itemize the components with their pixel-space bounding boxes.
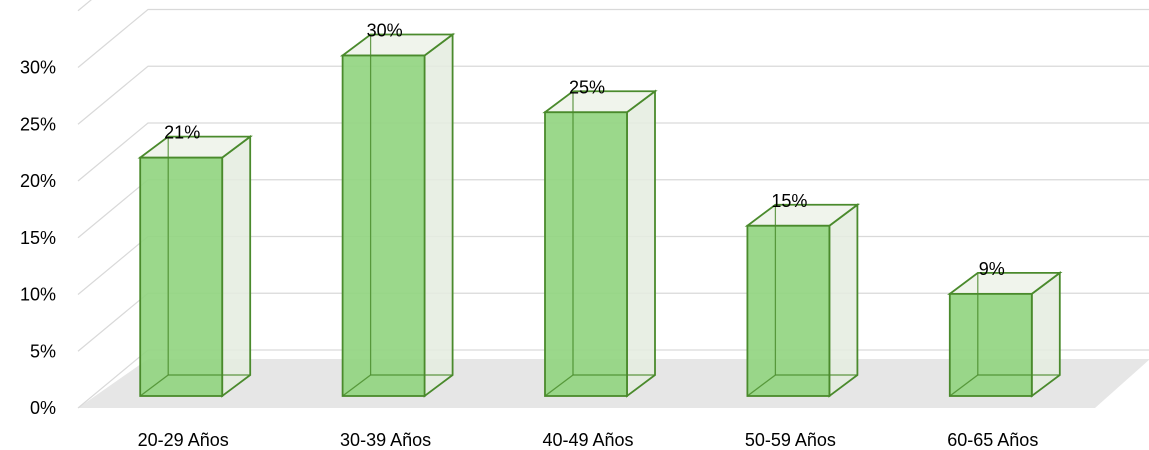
x-tick-label: 20-29 Años bbox=[138, 430, 229, 450]
gridline bbox=[77, 8, 1149, 68]
bar-front-face bbox=[948, 292, 1033, 397]
y-tick-label: 15% bbox=[20, 228, 56, 248]
y-axis-ticks: 0% 5% 10% 15% 20% 25% 30% bbox=[20, 58, 56, 419]
bar-side-face bbox=[828, 202, 859, 398]
gridline bbox=[77, 122, 1149, 182]
y-tick-label: 10% bbox=[20, 285, 56, 305]
bar-inner-edge bbox=[139, 374, 169, 397]
bar-front-face bbox=[139, 156, 224, 397]
y-tick-label: 20% bbox=[20, 171, 56, 191]
bar-front-face bbox=[746, 224, 831, 397]
bar bbox=[744, 202, 861, 398]
bar-inner-edge bbox=[544, 374, 574, 397]
bar-side-face bbox=[221, 134, 252, 398]
bars bbox=[137, 32, 1063, 398]
data-label: 25% bbox=[569, 77, 605, 97]
x-axis-ticks: 20-29 Años 30-39 Años 40-49 Años 50-59 Años… bbox=[138, 430, 1039, 450]
bar-front-face bbox=[544, 111, 628, 397]
gridline bbox=[77, 65, 1149, 125]
y-tick-label: 25% bbox=[20, 114, 56, 134]
bar-side-face bbox=[423, 32, 454, 398]
bar-inner-edge bbox=[747, 374, 776, 397]
bar-inner-edge bbox=[949, 374, 979, 397]
x-tick-label: 60-65 Años bbox=[947, 430, 1038, 450]
data-label: 30% bbox=[367, 21, 403, 41]
y-tick-label: 0% bbox=[30, 398, 56, 418]
x-tick-label: 50-59 Años bbox=[745, 430, 836, 450]
x-tick-label: 30-39 Años bbox=[340, 430, 431, 450]
bar-front-face bbox=[341, 54, 426, 397]
bar bbox=[542, 89, 658, 398]
data-labels: 21% 30% 25% 15% 9% bbox=[164, 21, 1005, 279]
bar bbox=[339, 32, 456, 398]
bar bbox=[137, 134, 253, 398]
y-tick-label: 30% bbox=[20, 58, 56, 78]
x-tick-label: 40-49 Años bbox=[542, 430, 633, 450]
data-label: 21% bbox=[164, 123, 200, 143]
y-tick-label: 5% bbox=[30, 341, 56, 361]
bar-inner-edge bbox=[342, 374, 371, 397]
data-label: 9% bbox=[979, 259, 1005, 279]
data-label: 15% bbox=[771, 191, 807, 211]
bar bbox=[947, 271, 1063, 398]
bar-side-face bbox=[626, 89, 656, 398]
